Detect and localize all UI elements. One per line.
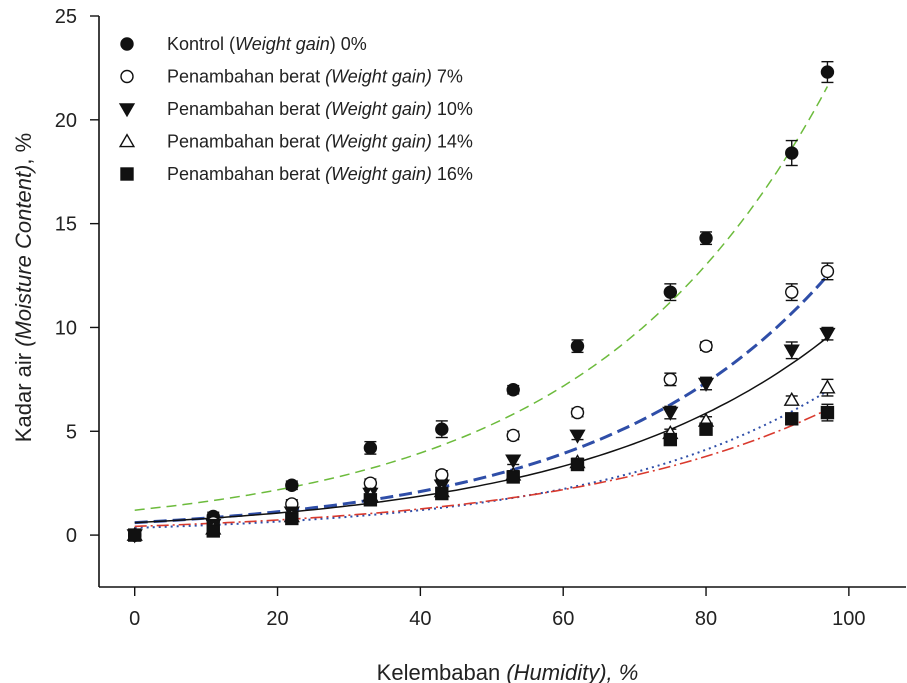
x-axis-title: Kelembaban (Humidity), % <box>377 660 639 683</box>
data-point-series-1 <box>820 264 835 279</box>
data-point-series-2 <box>505 454 522 469</box>
data-point-series-4 <box>128 528 142 542</box>
data-point-series-4 <box>285 511 299 526</box>
y-tick-label: 15 <box>55 214 77 236</box>
fit-curves <box>134 86 829 529</box>
fit-curve-series-4 <box>134 408 828 528</box>
data-point-series-2 <box>662 406 679 421</box>
data-point-series-2 <box>783 344 800 359</box>
fit-curve-series-1 <box>134 274 829 525</box>
data-point-series-0 <box>363 441 378 455</box>
x-tick-label: 40 <box>409 608 431 630</box>
legend-entry-1: Penambahan berat (Weight gain) 7% <box>167 67 463 87</box>
data-points <box>126 60 836 544</box>
fit-curve-series-3 <box>134 390 828 529</box>
legend-marker-3 <box>118 133 136 148</box>
data-point-series-2 <box>819 327 836 342</box>
data-point-series-1 <box>570 405 585 420</box>
data-point-series-4 <box>435 486 449 501</box>
data-point-series-0 <box>506 383 520 397</box>
axis-ticks: 0 20 40 60 80 100 0 5 10 15 20 25 <box>55 6 866 630</box>
data-point-series-4 <box>206 524 220 538</box>
legend-entry-2: Penambahan berat (Weight gain) 10% <box>167 99 473 119</box>
axis-titles: Kelembaban (Humidity), % Kadar air (Moist… <box>11 133 638 683</box>
data-point-series-4 <box>820 405 835 420</box>
data-point-series-2 <box>569 429 586 444</box>
y-tick-label: 20 <box>55 110 77 132</box>
data-point-series-4 <box>506 470 520 484</box>
y-tick-label: 10 <box>55 317 77 339</box>
data-point-series-3 <box>819 379 836 394</box>
y-tick-label: 25 <box>55 6 77 28</box>
legend-marker-0 <box>120 37 134 51</box>
data-point-series-1 <box>663 372 678 387</box>
x-tick-label: 60 <box>552 608 574 630</box>
data-point-series-4 <box>785 412 799 426</box>
data-point-series-4 <box>699 422 713 436</box>
data-point-series-0 <box>785 146 799 160</box>
data-point-series-0 <box>699 231 713 245</box>
data-point-series-0 <box>570 339 585 353</box>
data-point-series-3 <box>783 391 800 406</box>
data-point-series-1 <box>506 428 520 443</box>
data-point-series-4 <box>363 493 378 507</box>
y-tick-label: 0 <box>66 525 77 547</box>
legend-marker-2 <box>118 103 136 118</box>
data-point-series-4 <box>570 457 585 472</box>
fit-curve-series-0 <box>134 86 829 511</box>
legend-entry-0: Kontrol (Weight gain) 0% <box>167 34 367 54</box>
fit-curve-series-2 <box>134 336 828 524</box>
x-tick-label: 100 <box>832 608 865 630</box>
data-point-series-1 <box>785 285 799 299</box>
x-tick-label: 80 <box>695 608 717 630</box>
data-point-series-0 <box>285 478 299 492</box>
legend-entry-4: Penambahan berat (Weight gain) 16% <box>167 164 473 184</box>
legend: Kontrol (Weight gain) 0% Penambahan berat… <box>118 34 473 184</box>
data-point-series-0 <box>820 65 835 79</box>
data-point-series-1 <box>435 468 449 482</box>
x-tick-label: 20 <box>266 608 288 630</box>
data-point-series-2 <box>697 377 715 392</box>
y-tick-label: 5 <box>66 421 77 443</box>
data-point-series-0 <box>663 285 678 299</box>
data-point-series-1 <box>699 339 713 353</box>
data-point-series-0 <box>435 422 449 436</box>
legend-marker-1 <box>120 69 134 84</box>
data-point-series-4 <box>663 432 678 447</box>
y-axis-title: Kadar air (Moisture Content), % <box>11 133 36 442</box>
legend-marker-4 <box>120 167 134 181</box>
legend-entry-3: Penambahan berat (Weight gain) 14% <box>167 132 473 152</box>
x-tick-label: 0 <box>129 608 140 630</box>
plot-frame <box>98 16 906 588</box>
